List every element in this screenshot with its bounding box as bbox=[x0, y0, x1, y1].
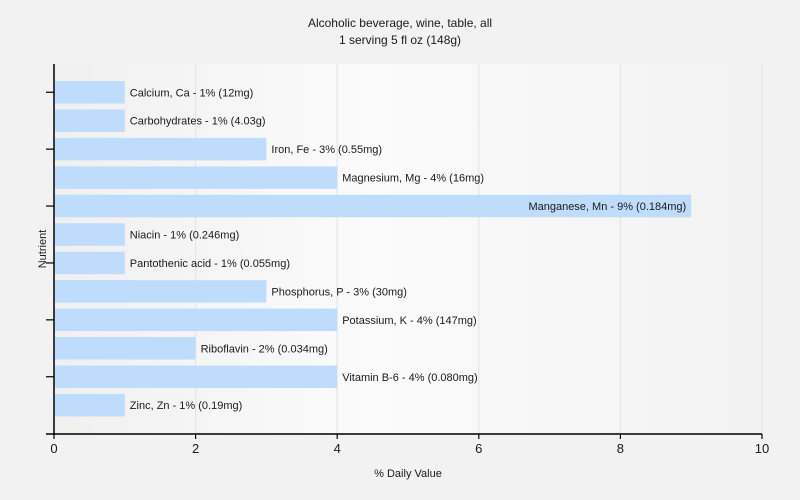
x-tick-label: 4 bbox=[334, 441, 341, 456]
bar-label: Manganese, Mn - 9% (0.184mg) bbox=[528, 201, 686, 213]
bar-labels-group: Calcium, Ca - 1% (12mg) Carbohydrates - 1… bbox=[130, 87, 686, 412]
bars-group bbox=[55, 81, 692, 417]
bar-label: Magnesium, Mg - 4% (16mg) bbox=[342, 173, 484, 185]
bar bbox=[55, 365, 338, 388]
x-tick-label: 2 bbox=[192, 441, 199, 456]
x-ticks: 0 2 4 6 8 10 bbox=[50, 434, 769, 456]
bar-label: Pantothenic acid - 1% (0.055mg) bbox=[130, 258, 290, 270]
bar-label: Niacin - 1% (0.246mg) bbox=[130, 230, 239, 242]
bar bbox=[55, 337, 196, 360]
bar-label: Zinc, Zn - 1% (0.19mg) bbox=[130, 400, 242, 412]
bar bbox=[55, 109, 125, 132]
bar-label: Carbohydrates - 1% (4.03g) bbox=[130, 116, 266, 128]
bar bbox=[55, 308, 338, 332]
y-ticks bbox=[46, 91, 54, 378]
x-tick-label: 0 bbox=[50, 441, 57, 456]
y-axis-title: Nutrient bbox=[37, 230, 49, 269]
x-tick-label: 8 bbox=[617, 441, 624, 456]
bar-label: Phosphorus, P - 3% (30mg) bbox=[271, 286, 407, 298]
x-tick-label: 6 bbox=[475, 441, 482, 456]
bar bbox=[55, 137, 267, 161]
bar bbox=[55, 251, 125, 275]
bar bbox=[55, 393, 125, 417]
bar bbox=[55, 223, 125, 246]
x-tick-label: 10 bbox=[755, 441, 769, 456]
bar-label: Vitamin B-6 - 4% (0.080mg) bbox=[342, 372, 478, 384]
bar bbox=[55, 81, 125, 104]
bar bbox=[55, 194, 692, 218]
x-axis-title: % Daily Value bbox=[374, 468, 442, 480]
bar bbox=[55, 166, 338, 189]
bar-label: Potassium, K - 4% (147mg) bbox=[342, 315, 477, 327]
chart-subtitle: 1 serving 5 fl oz (148g) bbox=[339, 33, 461, 47]
bar-label: Riboflavin - 2% (0.034mg) bbox=[201, 343, 328, 355]
bar-label: Calcium, Ca - 1% (12mg) bbox=[130, 87, 253, 99]
bar-label: Iron, Fe - 3% (0.55mg) bbox=[271, 144, 382, 156]
chart-title: Alcoholic beverage, wine, table, all bbox=[308, 16, 492, 30]
bar bbox=[55, 280, 267, 303]
